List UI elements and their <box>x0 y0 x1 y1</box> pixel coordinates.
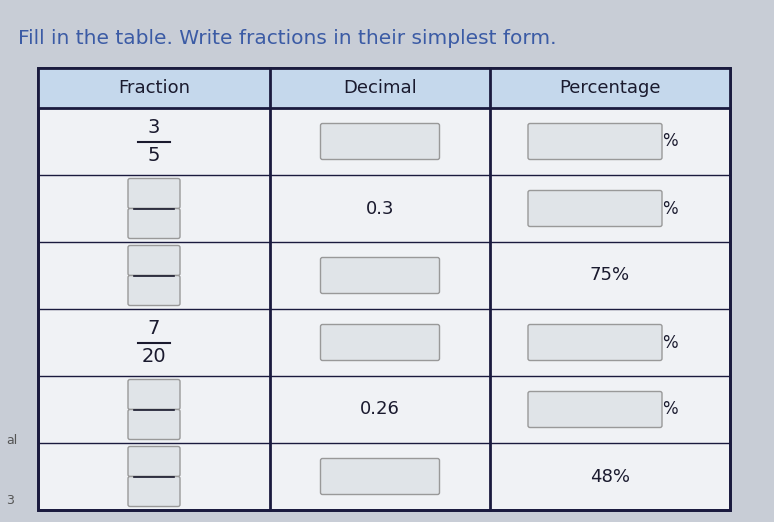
Text: 7: 7 <box>148 319 160 338</box>
FancyBboxPatch shape <box>528 392 662 428</box>
Text: Decimal: Decimal <box>343 79 417 97</box>
Text: al: al <box>6 433 17 446</box>
FancyBboxPatch shape <box>128 446 180 477</box>
FancyBboxPatch shape <box>528 325 662 361</box>
FancyBboxPatch shape <box>320 124 440 160</box>
FancyBboxPatch shape <box>128 179 180 208</box>
Text: %: % <box>663 400 678 419</box>
Text: Fill in the table. Write fractions in their simplest form.: Fill in the table. Write fractions in th… <box>18 29 557 48</box>
FancyBboxPatch shape <box>128 276 180 305</box>
FancyBboxPatch shape <box>320 458 440 494</box>
Text: Fraction: Fraction <box>118 79 190 97</box>
FancyBboxPatch shape <box>128 245 180 276</box>
FancyBboxPatch shape <box>528 124 662 160</box>
Text: 3: 3 <box>148 118 160 137</box>
Text: %: % <box>663 133 678 150</box>
Text: 5: 5 <box>148 146 160 165</box>
Bar <box>38 68 730 108</box>
FancyBboxPatch shape <box>128 477 180 506</box>
Text: 3: 3 <box>6 493 14 506</box>
FancyBboxPatch shape <box>320 325 440 361</box>
Text: %: % <box>663 199 678 218</box>
FancyBboxPatch shape <box>528 191 662 227</box>
FancyBboxPatch shape <box>128 379 180 409</box>
Text: 75%: 75% <box>590 267 630 284</box>
Text: 20: 20 <box>142 347 166 366</box>
Text: Percentage: Percentage <box>560 79 661 97</box>
FancyBboxPatch shape <box>128 208 180 239</box>
Bar <box>38 68 730 510</box>
Text: 48%: 48% <box>590 468 630 485</box>
Text: %: % <box>663 334 678 351</box>
FancyBboxPatch shape <box>128 409 180 440</box>
Bar <box>38 68 730 510</box>
FancyBboxPatch shape <box>320 257 440 293</box>
Text: 0.26: 0.26 <box>360 400 400 419</box>
Text: 0.3: 0.3 <box>366 199 394 218</box>
